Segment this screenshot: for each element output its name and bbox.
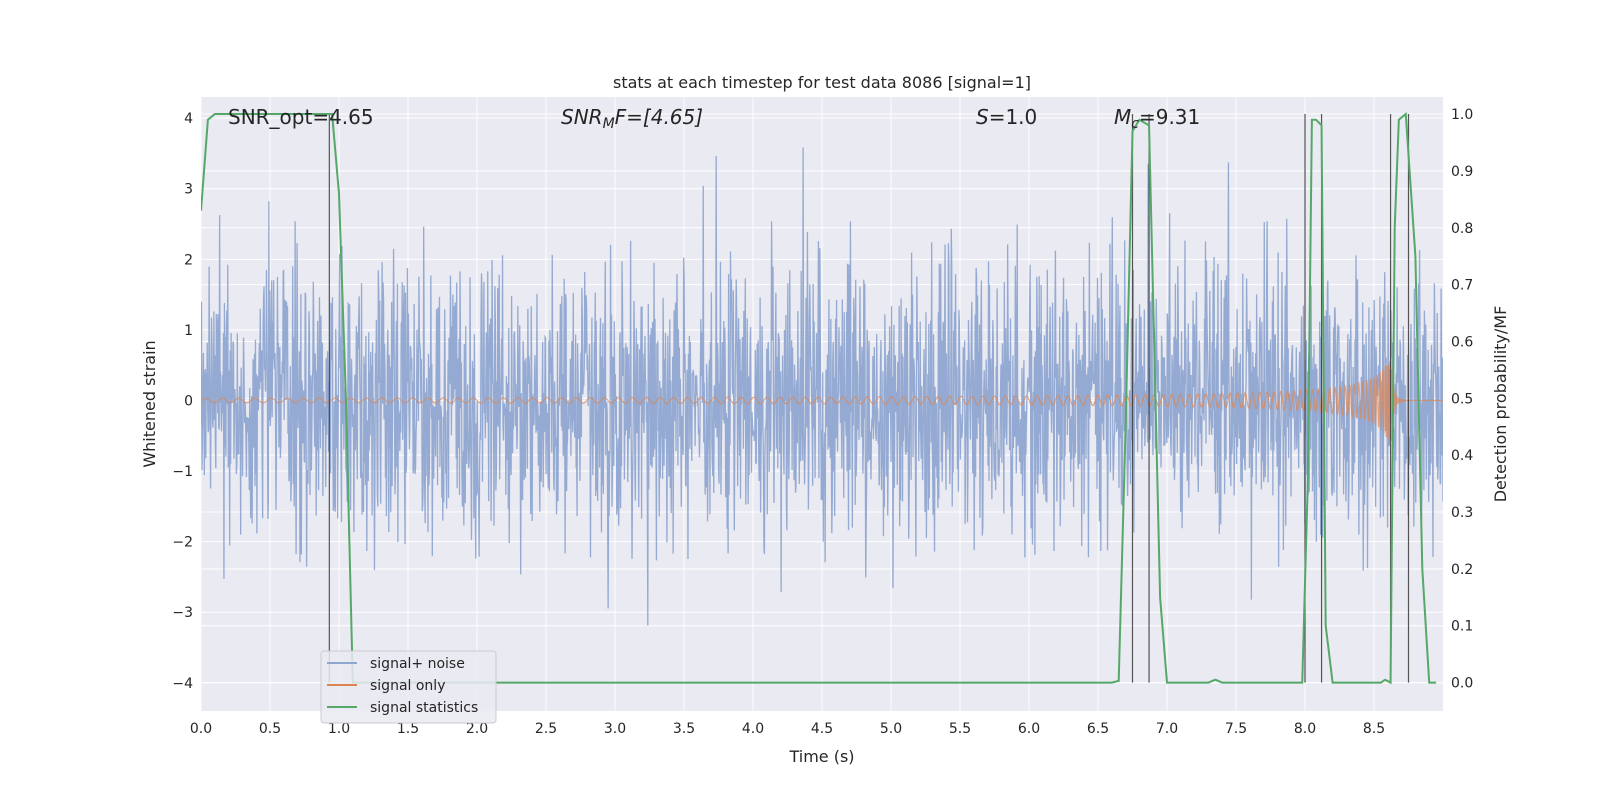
right-y-tick-label: 0.9 [1451,164,1473,180]
x-tick-label: 6.0 [1018,721,1040,737]
x-tick-labels: 0.0 0.5 1.0 1.5 2.0 2.5 3.0 3.5 4.0 4.5 5.0 5.5 6.0 6… [190,721,1385,737]
left-y-tick-label: 4 [184,111,193,127]
x-tick-label: 1.5 [397,721,419,737]
signal-statistics-line [201,112,1437,685]
x-tick-label: 2.5 [535,721,557,737]
chart-title: stats at each timestep for test data 808… [613,73,1031,92]
left-y-tick-label: −4 [172,676,193,692]
left-y-tick-label: −2 [172,535,193,551]
right-y-tick-label: 0.5 [1451,391,1473,407]
left-y-axis-label: Whitened strain [140,340,159,467]
signal-only-line [201,361,1443,446]
right-y-tick-labels: 1.0 0.9 0.8 0.7 0.6 0.5 0.4 0.3 0.2 0.1 0.0 [1451,107,1473,692]
x-tick-label: 4.5 [811,721,833,737]
snr-mf-annotation: SNRMF=[4.65] [561,105,703,132]
x-tick-label: 3.5 [673,721,695,737]
legend-label-signal-noise: signal+ noise [370,656,465,672]
signal-only-series [201,361,1443,446]
x-tick-label: 5.5 [949,721,971,737]
x-tick-label: 8.0 [1294,721,1316,737]
signal-noise-series [201,147,1443,626]
legend-box [320,650,497,724]
snr-opt-annotation: SNR_opt=4.65 [228,105,374,129]
x-tick-label: 0.0 [190,721,212,737]
left-y-tick-labels: 4 3 2 1 0 −1 −2 −3 −4 [172,111,193,692]
right-y-tick-label: 0.8 [1451,221,1473,237]
x-tick-label: 1.0 [328,721,350,737]
left-y-tick-label: 3 [184,182,193,198]
right-y-tick-label: 0.3 [1451,505,1473,521]
x-tick-label: 7.0 [1156,721,1178,737]
left-y-tick-label: −3 [172,605,193,621]
x-tick-label: 0.5 [259,721,281,737]
right-y-axis-label: Detection probability/MF [1491,306,1510,503]
legend-label-signal-only: signal only [370,678,445,694]
x-tick-label: 6.5 [1087,721,1109,737]
s-annotation: S=1.0 [976,105,1037,129]
left-y-tick-label: 0 [184,393,193,409]
legend-label-signal-statistics: signal statistics [370,700,478,716]
x-tick-label: 3.0 [604,721,626,737]
left-y-tick-label: 2 [184,252,193,268]
right-y-tick-label: 0.0 [1451,676,1473,692]
left-y-tick-label: −1 [172,464,193,480]
left-y-tick-label: 1 [184,323,193,339]
x-tick-label: 2.0 [466,721,488,737]
x-tick-label: 7.5 [1225,721,1247,737]
legend: signal+ noise signal only signal statist… [320,650,497,724]
x-axis-label: Time (s) [788,747,854,766]
right-y-tick-label: 1.0 [1451,107,1473,123]
event-lines [328,114,1410,683]
right-y-tick-label: 0.6 [1451,334,1473,350]
x-tick-label: 8.5 [1363,721,1385,737]
mc-annotation: Mc=9.31 [1114,105,1200,132]
right-y-tick-label: 0.7 [1451,278,1473,294]
x-tick-label: 5.0 [880,721,902,737]
right-y-tick-label: 0.4 [1451,448,1473,464]
right-y-tick-label: 0.2 [1451,562,1473,578]
signal-noise-line [201,147,1443,626]
x-tick-label: 4.0 [742,721,764,737]
signal-statistics-series [201,112,1437,685]
right-y-tick-label: 0.1 [1451,619,1473,635]
